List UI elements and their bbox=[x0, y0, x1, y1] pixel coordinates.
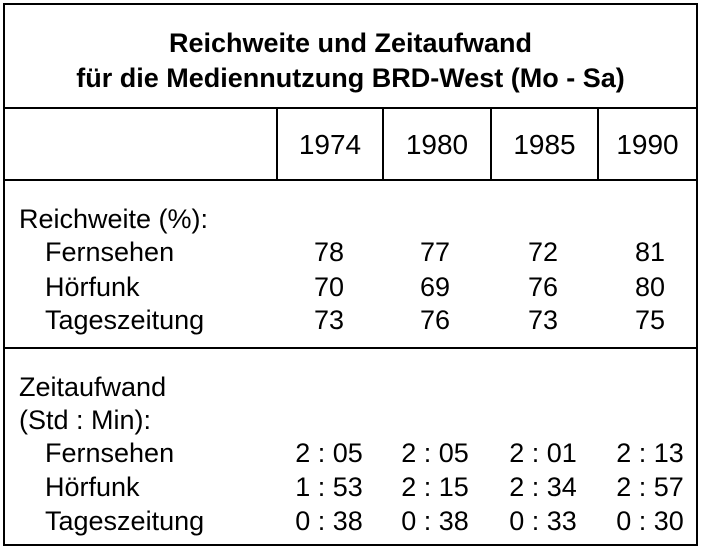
zeitaufwand-section: Zeitaufwand (Std : Min): Fernsehen 2 : 0… bbox=[5, 349, 696, 544]
table-cell: 0 : 38 bbox=[295, 506, 363, 536]
table-cell: 75 bbox=[634, 305, 666, 335]
title-line-2: für die Mediennutzung BRD-West (Mo - Sa) bbox=[76, 63, 625, 93]
table-title: Reichweite und Zeitaufwand für die Medie… bbox=[5, 5, 696, 109]
table-cell: 2 : 05 bbox=[401, 438, 469, 468]
table-cell: 80 bbox=[634, 272, 666, 302]
column-divider bbox=[276, 109, 278, 179]
table-cell: 2 : 15 bbox=[401, 472, 469, 502]
column-divider bbox=[597, 109, 599, 179]
year-1990: 1990 bbox=[616, 129, 679, 160]
year-1980: 1980 bbox=[405, 129, 469, 160]
table-cell: 69 bbox=[419, 272, 451, 302]
table-cell: 73 bbox=[313, 305, 345, 335]
year-header-row: 1974 1980 1985 1990 bbox=[5, 109, 696, 181]
table-cell: 2 : 57 bbox=[616, 472, 684, 502]
row-label: Tageszeitung bbox=[45, 305, 205, 335]
table-cell: 2 : 13 bbox=[616, 438, 684, 468]
table-cell: 2 : 01 bbox=[509, 438, 577, 468]
table-cell: 2 : 34 bbox=[509, 472, 577, 502]
table-cell: 2 : 05 bbox=[295, 438, 363, 468]
table-cell: 73 bbox=[527, 305, 559, 335]
year-1985: 1985 bbox=[513, 129, 576, 160]
title-line-1: Reichweite und Zeitaufwand bbox=[168, 28, 533, 58]
zeitaufwand-unit: (Std : Min): bbox=[19, 405, 152, 435]
year-1974: 1974 bbox=[298, 129, 362, 160]
row-label: Fernsehen bbox=[45, 438, 175, 468]
column-divider bbox=[382, 109, 384, 179]
reichweite-section: Reichweite (%): Fernsehen 78 77 72 81 Hö… bbox=[5, 181, 696, 349]
row-label: Hörfunk bbox=[45, 272, 140, 302]
table-cell: 1 : 53 bbox=[295, 472, 363, 502]
table-cell: 70 bbox=[313, 272, 345, 302]
table-cell: 0 : 30 bbox=[616, 506, 684, 536]
media-usage-table: Reichweite und Zeitaufwand für die Medie… bbox=[3, 3, 698, 546]
table-cell: 77 bbox=[419, 237, 451, 267]
column-divider bbox=[490, 109, 492, 179]
row-label: Hörfunk bbox=[45, 472, 140, 502]
table-cell: 76 bbox=[527, 272, 559, 302]
table-cell: 0 : 33 bbox=[509, 506, 577, 536]
table-cell: 76 bbox=[419, 305, 451, 335]
table-cell: 72 bbox=[527, 237, 559, 267]
zeitaufwand-heading: Zeitaufwand bbox=[19, 372, 167, 402]
table-cell: 81 bbox=[634, 237, 666, 267]
row-label: Tageszeitung bbox=[45, 506, 205, 536]
table-cell: 78 bbox=[313, 237, 345, 267]
table-cell: 0 : 38 bbox=[401, 506, 469, 536]
row-label: Fernsehen bbox=[45, 237, 175, 267]
reichweite-heading: Reichweite (%): bbox=[19, 204, 209, 234]
